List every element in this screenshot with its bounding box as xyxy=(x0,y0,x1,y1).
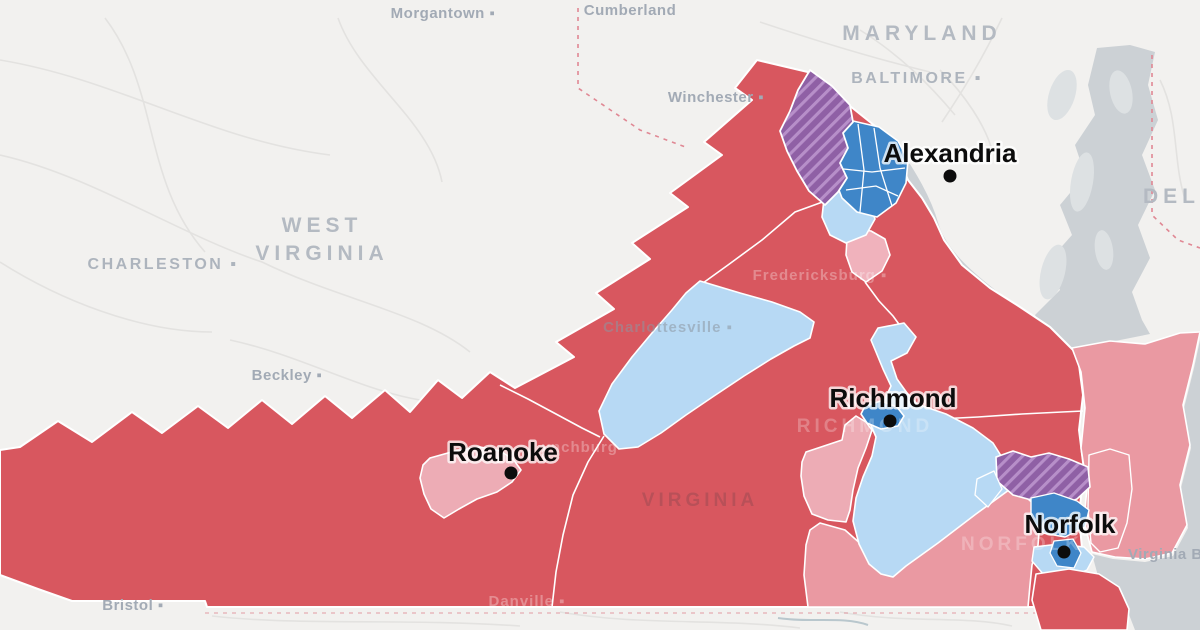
alexandria-dot xyxy=(943,169,957,183)
district-norfolk-blue[interactable] xyxy=(1030,492,1090,538)
district-nova-purple-hatched[interactable] xyxy=(779,69,854,206)
svg-text:Norfolk: Norfolk xyxy=(1025,509,1117,539)
atlantic-water xyxy=(1092,340,1200,630)
district-chesapeake-red[interactable] xyxy=(1031,568,1130,630)
svg-text:RICHMOND: RICHMOND xyxy=(797,416,934,437)
state-border-dashes xyxy=(205,8,1200,614)
svg-text:Lynchburg: Lynchburg xyxy=(532,439,618,456)
roanoke-dot xyxy=(504,466,518,480)
district-newport-news-lightblue[interactable] xyxy=(974,470,1003,508)
district-norfolk-purple-hatched[interactable] xyxy=(995,450,1091,508)
label-beckley: Beckley ▪ xyxy=(252,367,323,384)
svg-text:VIRGINIA: VIRGINIA xyxy=(642,490,758,511)
river-line xyxy=(777,617,869,626)
district-central-lightblue[interactable] xyxy=(598,280,815,450)
svg-text:Danville ▪: Danville ▪ xyxy=(488,593,565,610)
label-delaware: DELAWARE xyxy=(1143,185,1200,208)
district-bay-salmon[interactable] xyxy=(1087,448,1133,553)
bay-marsh-islands xyxy=(1039,69,1133,300)
city-roanoke: Roanoke xyxy=(446,435,560,480)
label-maryland: MARYLAND xyxy=(842,22,1001,45)
city-markers: Alexandria Richmond Roanoke Norfolk xyxy=(446,136,1119,559)
label-west-virginia-2: VIRGINIA xyxy=(255,242,388,265)
svg-text:Roanoke: Roanoke xyxy=(448,437,558,467)
norfolk-dot xyxy=(1057,545,1071,559)
road-lines xyxy=(0,17,1187,629)
label-winchester: Winchester ▪ xyxy=(668,89,764,106)
district-fredericksburg-pink[interactable] xyxy=(845,227,891,283)
svg-text:Charlottesville ▪: Charlottesville ▪ xyxy=(603,319,733,336)
city-alexandria: Alexandria xyxy=(881,136,1020,183)
city-norfolk: Norfolk xyxy=(1022,507,1119,559)
label-bristol: Bristol ▪ xyxy=(102,597,164,614)
label-charleston: CHARLESTON ▪ xyxy=(88,256,239,273)
city-richmond: Richmond xyxy=(827,381,959,428)
label-morgantown: Morgantown ▪ xyxy=(391,5,496,22)
svg-text:Richmond: Richmond xyxy=(829,383,956,413)
label-baltimore: BALTIMORE ▪ xyxy=(851,70,983,87)
label-virginia-beach: Virginia Bea xyxy=(1128,546,1200,563)
svg-text:NORFOLK: NORFOLK xyxy=(961,534,1083,555)
district-richmond-west-pink[interactable] xyxy=(800,415,873,523)
basemap-ghost-labels: Fredericksburg ▪ Charlottesville ▪ Lynch… xyxy=(488,267,1083,610)
svg-text:Alexandria: Alexandria xyxy=(884,138,1017,168)
label-cumberland: Cumberland xyxy=(584,2,677,19)
label-west-virginia-1: WEST xyxy=(282,214,363,237)
svg-text:Fredericksburg ▪: Fredericksburg ▪ xyxy=(753,267,888,284)
district-roanoke-pink[interactable] xyxy=(419,446,522,519)
richmond-dot xyxy=(883,414,897,428)
basemap-place-labels: Morgantown ▪ Cumberland Winchester ▪ MAR… xyxy=(88,2,1200,614)
